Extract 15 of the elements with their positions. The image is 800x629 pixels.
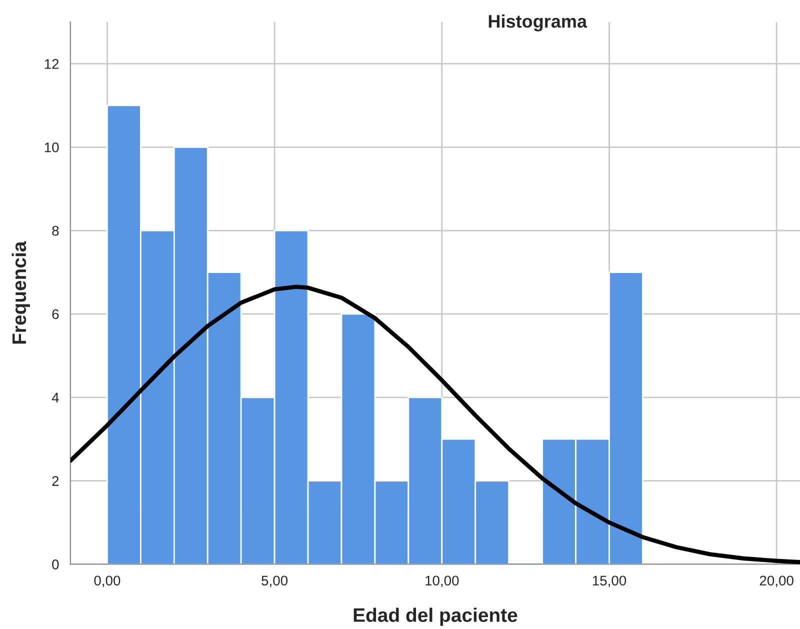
- y-tick-label: 8: [52, 226, 59, 236]
- y-tick-label: 10: [44, 142, 59, 152]
- y-tick-label: 12: [44, 59, 59, 69]
- y-axis-title: Frequencia: [12, 241, 30, 344]
- x-tick-label: 5,00: [262, 576, 288, 588]
- x-tick-label: 10,00: [426, 576, 459, 588]
- x-tick-label: 20,00: [760, 576, 794, 588]
- y-tick-label: 6: [52, 309, 59, 320]
- y-tick-label: 0: [52, 560, 59, 570]
- x-tick-label: 0,00: [94, 576, 120, 588]
- y-tick-label: 2: [52, 476, 59, 486]
- chart-title: Histograma: [488, 14, 588, 32]
- x-tick-label: 15,00: [592, 576, 626, 588]
- y-tick-label: 4: [52, 392, 59, 402]
- x-axis-title: Edad del paciente: [354, 608, 518, 626]
